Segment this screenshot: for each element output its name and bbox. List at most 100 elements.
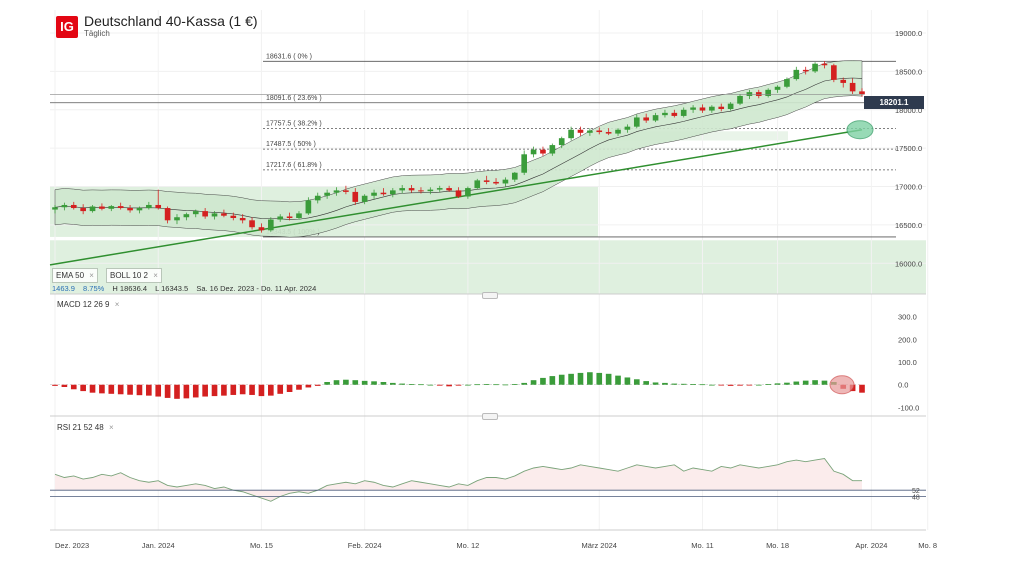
- candle: [596, 130, 603, 133]
- macd-bar: [521, 382, 528, 385]
- rsi-line: [54, 458, 862, 502]
- ema-line: [49, 129, 863, 266]
- current-price-badge: 18201.1: [864, 96, 924, 109]
- change-value: 1463.9: [52, 284, 75, 293]
- candle: [324, 192, 330, 196]
- macd-bar: [117, 384, 124, 395]
- macd-bar: [389, 382, 396, 385]
- fib-label: 18091.6 ( 23.6% ): [266, 95, 322, 102]
- macd-bar: [408, 384, 415, 385]
- macd-bar: [314, 384, 321, 386]
- range-zone: [50, 240, 926, 294]
- macd-bar: [70, 384, 77, 390]
- candle: [389, 190, 396, 195]
- date-range: Sa. 16 Dez. 2023 - Do. 11 Apr. 2024: [196, 284, 317, 293]
- candle: [568, 129, 574, 139]
- close-icon[interactable]: ×: [114, 300, 120, 309]
- candle: [286, 216, 293, 219]
- candle: [709, 106, 715, 111]
- macd-bar: [192, 384, 199, 398]
- macd-bar: [361, 380, 368, 385]
- candle: [268, 219, 274, 231]
- candle: [89, 206, 96, 212]
- y-tick-label: 18000.0: [895, 106, 922, 115]
- macd-bar: [671, 383, 678, 385]
- candle: [296, 213, 302, 219]
- candle: [680, 109, 687, 116]
- candle: [61, 204, 68, 208]
- candle: [333, 190, 340, 193]
- macd-bar: [155, 384, 162, 397]
- macd-tick-label: 300.0: [898, 313, 917, 322]
- candle: [474, 180, 481, 189]
- macd-bar: [493, 384, 499, 386]
- candle: [361, 195, 368, 202]
- infobar: 1463.9 8.75% H 18636.4 L 16343.5 Sa. 16 …: [52, 284, 322, 293]
- macd-bar: [436, 384, 443, 386]
- candle: [558, 138, 565, 146]
- low-value: L 16343.5: [155, 284, 189, 293]
- candle: [615, 129, 621, 134]
- rsi-label[interactable]: RSI 21 52 48 ×: [57, 423, 114, 432]
- fib-label: 17487.5 ( 50% ): [266, 141, 316, 148]
- macd-bar: [352, 380, 359, 385]
- boll-indicator-tag[interactable]: BOLL 10 2 ×: [106, 268, 162, 283]
- candle: [840, 79, 847, 83]
- macd-bar: [699, 384, 706, 386]
- candle: [314, 195, 321, 201]
- candle: [408, 188, 415, 191]
- macd-bar: [99, 384, 105, 394]
- macd-bar: [643, 381, 649, 385]
- candle: [277, 216, 284, 220]
- candle: [80, 208, 86, 212]
- candle: [727, 103, 734, 110]
- ema-value: 50: [75, 271, 85, 280]
- candle: [136, 208, 143, 211]
- macd-bar: [146, 384, 152, 396]
- candle: [765, 89, 771, 96]
- candle: [699, 107, 706, 111]
- candle: [793, 69, 800, 80]
- candle: [127, 208, 133, 211]
- ema-indicator-tag[interactable]: EMA 50 ×: [52, 268, 98, 283]
- macd-tick-label: 0.0: [898, 381, 908, 390]
- macd-bar: [483, 384, 490, 385]
- macd-bar: [718, 384, 725, 386]
- pane-resize-handle[interactable]: [482, 292, 498, 299]
- macd-bar: [211, 384, 218, 397]
- candle: [784, 79, 790, 87]
- macd-bar: [802, 380, 809, 385]
- candle: [502, 179, 509, 184]
- candle: [230, 215, 237, 219]
- candle: [249, 220, 255, 228]
- candle: [52, 207, 58, 210]
- close-icon[interactable]: ×: [153, 271, 158, 280]
- close-icon[interactable]: ×: [89, 271, 94, 280]
- candle: [587, 130, 593, 133]
- macd-bar: [380, 382, 387, 385]
- fib-label: 17217.6 ( 61.8% ): [266, 162, 322, 169]
- candle: [774, 86, 781, 90]
- macd-bar: [324, 382, 330, 385]
- macd-bar: [286, 384, 293, 392]
- close-icon[interactable]: ×: [108, 423, 114, 432]
- candle: [399, 188, 406, 191]
- candle: [192, 211, 199, 215]
- macd-bar: [427, 384, 434, 386]
- pane-resize-handle[interactable]: [482, 413, 498, 420]
- candle: [418, 190, 424, 192]
- high-value: H 18636.4: [112, 284, 148, 293]
- y-tick-label: 19000.0: [895, 29, 922, 38]
- candle: [605, 132, 612, 134]
- macd-bar: [784, 382, 790, 385]
- macd-bar: [662, 382, 668, 385]
- macd-bar: [596, 372, 603, 385]
- macd-bar: [127, 384, 133, 395]
- timeframe-label: Täglich: [84, 29, 110, 38]
- macd-label[interactable]: MACD 12 26 9 ×: [57, 300, 119, 309]
- candle: [530, 149, 537, 155]
- macd-bar: [558, 374, 565, 385]
- candle: [737, 95, 743, 104]
- macd-bar: [268, 384, 274, 396]
